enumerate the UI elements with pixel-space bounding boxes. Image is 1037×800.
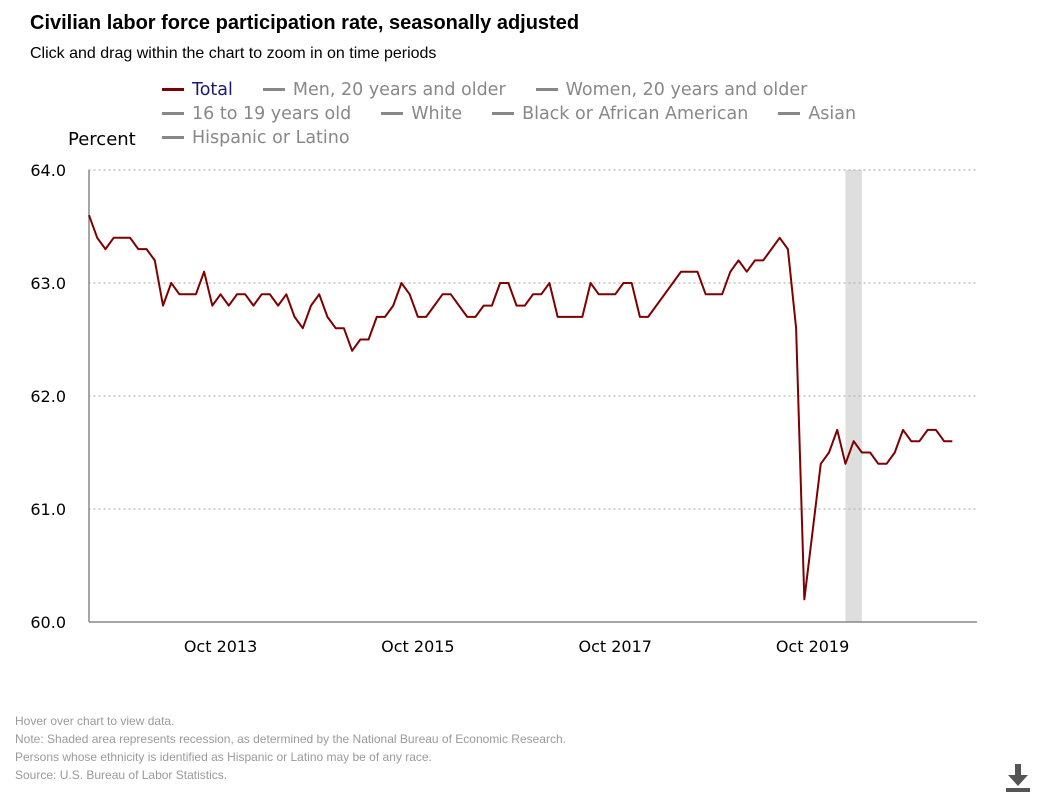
legend-item-total[interactable]: Total [162,78,233,102]
note-recession: Note: Shaded area represents recession, … [15,732,566,746]
legend-item-women-20-years-and-older[interactable]: Women, 20 years and older [535,78,808,102]
legend-swatch [162,87,184,91]
legend-label: Asian [808,104,857,124]
y-tick-label: 63.0 [30,274,66,293]
legend-swatch [162,135,184,139]
legend-swatch [262,87,285,91]
legend-swatch [492,111,515,115]
line-chart[interactable]: 60.0 61.0 62.0 63.0 64.0 Oct 2013 Oct 2015 Oct … [0,0,1037,700]
x-tick-label: Oct 2019 [776,637,849,656]
legend-item-asian[interactable]: Asian [778,102,856,126]
y-tick-label: 64.0 [30,161,66,180]
legend-item-men-20-years-and-older[interactable]: Men, 20 years and older [262,78,506,102]
y-tick-label: 61.0 [30,500,66,519]
x-tick-label: Oct 2013 [184,637,257,656]
legend-swatch [162,111,184,115]
legend-label: Men, 20 years and older [292,80,506,100]
y-tick-label: 62.0 [30,387,66,406]
legend-label: Hispanic or Latino [192,128,350,148]
x-tick-label: Oct 2015 [381,637,454,656]
chart-title: Civilian labor force participation rate,… [30,12,580,34]
legend-swatch [381,111,404,115]
y-axis-label: Percent [68,129,136,150]
legend-swatch [535,87,558,91]
note-hover: Hover over chart to view data. [15,714,175,728]
legend-label: 16 to 19 years old [192,104,352,124]
note-hispanic: Persons whose ethnicity is identified as… [15,750,432,764]
legend-item-black-or-african-american[interactable]: Black or African American [492,102,748,126]
legend-item-white[interactable]: White [381,102,462,126]
chart-subtitle: Click and drag within the chart to zoom … [30,45,437,62]
download-icon[interactable] [1004,762,1032,794]
chart-notes: Hover over chart to view data. Note: Sha… [15,712,566,784]
legend-label: White [411,104,463,124]
x-tick-label: Oct 2017 [578,637,651,656]
legend-label: Total [192,80,233,100]
legend-swatch [778,111,801,115]
chart-legend: Total Men, 20 years and older Women, 20 ye… [162,78,922,150]
legend-label: Women, 20 years and older [565,80,808,100]
legend-item-16-to-19-years-old[interactable]: 16 to 19 years old [162,102,351,126]
note-source: Source: U.S. Bureau of Labor Statistics. [15,768,228,782]
y-tick-label: 60.0 [30,613,66,632]
legend-label: Black or African American [522,104,749,124]
series-line-total [88,214,953,601]
legend-item-hispanic-or-latino[interactable]: Hispanic or Latino [162,126,350,150]
